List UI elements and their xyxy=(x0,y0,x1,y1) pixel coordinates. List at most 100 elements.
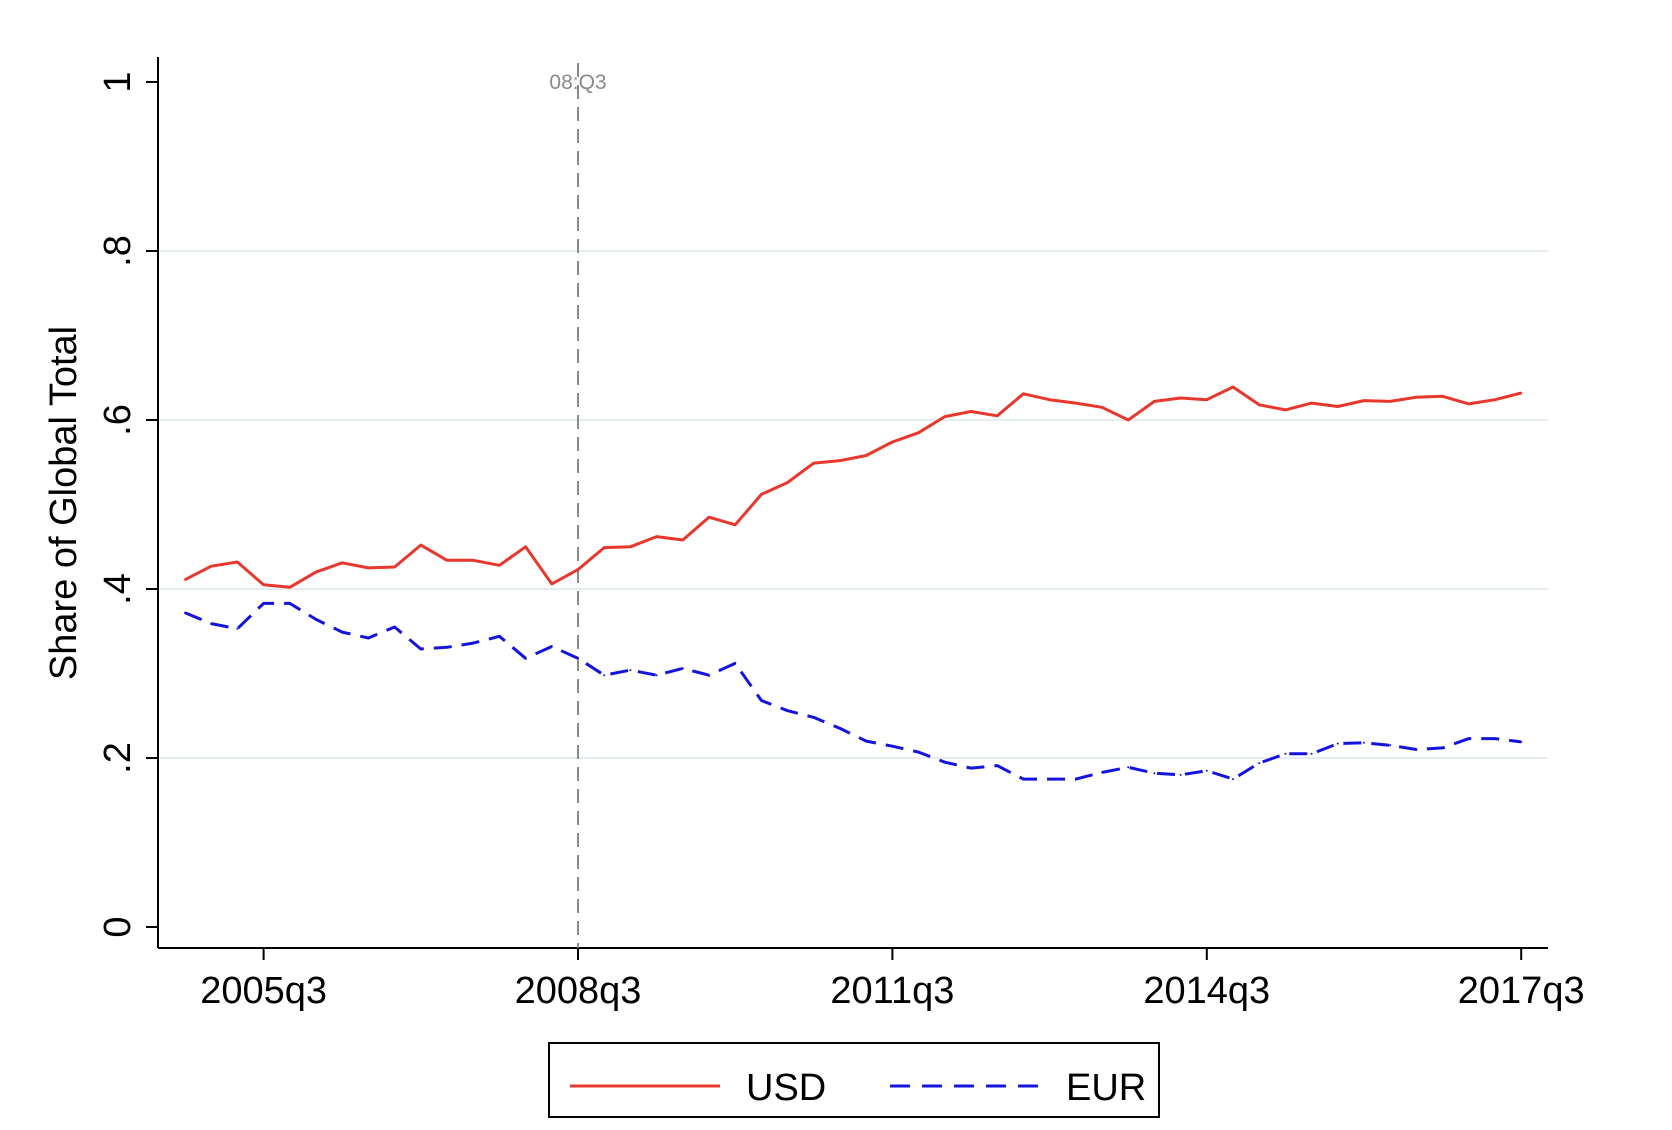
data-point-usd xyxy=(1284,408,1287,411)
data-point-eur xyxy=(1389,744,1392,747)
data-point-usd xyxy=(236,561,239,563)
data-point-eur xyxy=(603,674,606,677)
data-point-eur xyxy=(1441,746,1444,749)
x-tick-label: 2011q3 xyxy=(830,970,954,1012)
data-point-usd xyxy=(1127,419,1130,421)
data-point-usd xyxy=(1520,392,1523,394)
data-point-eur xyxy=(708,674,710,677)
data-point-usd xyxy=(550,582,553,585)
data-point-usd xyxy=(1494,398,1496,401)
legend: USD EUR xyxy=(548,1042,1160,1118)
data-point-eur xyxy=(367,637,370,639)
data-point-eur xyxy=(1127,766,1130,769)
data-point-usd xyxy=(367,566,370,569)
legend-label-usd: USD xyxy=(746,1067,826,1109)
data-point-eur xyxy=(1074,778,1077,781)
data-point-usd xyxy=(1258,403,1261,406)
data-point-usd xyxy=(917,431,920,434)
data-point-usd xyxy=(1048,398,1051,401)
data-point-eur xyxy=(917,751,920,754)
data-point-usd xyxy=(943,415,946,418)
legend-label-eur: EUR xyxy=(1066,1067,1146,1109)
x-tick-label: 2008q3 xyxy=(515,970,642,1012)
data-point-usd xyxy=(498,564,501,567)
data-point-eur xyxy=(865,740,868,743)
data-point-eur xyxy=(839,727,841,730)
data-point-eur xyxy=(1101,771,1103,774)
data-point-eur xyxy=(943,761,946,764)
y-axis-title: Share of Global Total xyxy=(43,326,85,680)
data-point-usd xyxy=(681,539,684,541)
data-point-usd xyxy=(1022,392,1025,395)
y-tick-label: 0 xyxy=(97,916,139,937)
data-point-eur xyxy=(1494,737,1496,740)
data-point-eur xyxy=(210,622,213,625)
data-point-eur xyxy=(629,669,632,672)
data-point-usd xyxy=(1232,386,1234,388)
data-point-usd xyxy=(1101,406,1103,409)
data-point-usd xyxy=(315,571,317,574)
data-point-usd xyxy=(655,535,658,538)
data-point-eur xyxy=(1415,748,1418,751)
data-point-eur xyxy=(1520,740,1523,743)
data-point-usd xyxy=(1153,400,1156,403)
data-point-usd xyxy=(1415,396,1418,399)
data-point-eur xyxy=(1022,778,1025,781)
data-point-eur xyxy=(341,631,344,634)
data-point-usd xyxy=(1389,400,1392,403)
data-point-eur xyxy=(1048,778,1051,781)
data-point-usd xyxy=(629,545,632,548)
data-point-usd xyxy=(708,516,710,519)
data-point-eur xyxy=(446,646,448,649)
data-point-usd xyxy=(184,578,186,581)
data-point-eur xyxy=(786,709,789,712)
data-point-eur xyxy=(393,626,396,628)
data-point-usd xyxy=(1179,397,1182,399)
data-point-eur xyxy=(236,627,239,630)
data-point-eur xyxy=(1284,752,1287,755)
x-tick-label: 2017q3 xyxy=(1458,970,1585,1012)
data-point-usd xyxy=(970,410,972,413)
data-point-eur xyxy=(760,699,763,702)
data-point-eur xyxy=(891,745,894,748)
data-point-eur xyxy=(1232,778,1234,781)
data-point-usd xyxy=(577,568,579,571)
data-point-usd xyxy=(1467,402,1470,405)
series-points-usd xyxy=(184,386,1523,589)
y-tick-label: 1 xyxy=(97,71,139,92)
data-point-eur xyxy=(288,602,291,605)
data-point-eur xyxy=(577,657,579,660)
series-lines xyxy=(184,385,1523,781)
legend-box xyxy=(548,1042,1160,1118)
data-point-usd xyxy=(446,559,448,562)
data-point-eur xyxy=(1336,742,1339,745)
data-point-usd xyxy=(760,493,763,496)
data-point-eur xyxy=(550,645,553,648)
x-axis-ticks: 2005q3 2008q3 2011q3 2014q3 2017q3 xyxy=(200,948,1585,1012)
series-line-eur xyxy=(184,601,1522,781)
y-axis-ticks: 0 .2 .4 .6 .8 1 xyxy=(97,71,158,938)
data-point-eur xyxy=(1153,772,1156,775)
data-point-usd xyxy=(210,565,213,568)
data-point-eur xyxy=(1467,737,1470,740)
data-point-usd xyxy=(865,454,868,457)
data-point-eur xyxy=(681,667,684,670)
y-tick-label: .2 xyxy=(97,742,139,774)
data-point-eur xyxy=(996,764,999,767)
x-tick-label: 2005q3 xyxy=(200,970,327,1012)
data-point-usd xyxy=(472,559,475,562)
data-point-usd xyxy=(1336,405,1339,408)
data-point-usd xyxy=(288,586,291,589)
gridlines xyxy=(158,250,1548,759)
data-point-eur xyxy=(472,642,475,645)
data-point-eur xyxy=(1179,773,1182,776)
reference-line-label: 08:Q3 xyxy=(549,71,606,94)
y-tick-label: .4 xyxy=(97,573,139,605)
data-point-usd xyxy=(891,441,894,443)
data-point-usd xyxy=(839,459,841,462)
data-point-eur xyxy=(1310,752,1313,755)
data-point-usd xyxy=(786,481,789,484)
data-point-usd xyxy=(1310,402,1313,405)
